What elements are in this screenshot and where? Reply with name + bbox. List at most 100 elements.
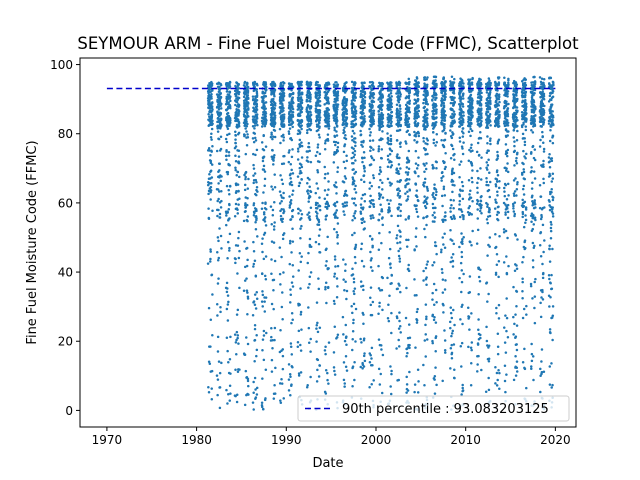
scatter-point bbox=[307, 286, 310, 289]
scatter-point bbox=[386, 198, 389, 202]
scatter-point bbox=[272, 135, 275, 138]
scatter-point bbox=[441, 236, 444, 239]
scatter-point bbox=[252, 213, 256, 217]
scatter-point bbox=[433, 216, 437, 219]
scatter-point bbox=[379, 170, 383, 173]
scatter-point bbox=[460, 393, 463, 396]
scatter-point bbox=[343, 382, 347, 385]
scatter-point bbox=[360, 178, 363, 182]
scatter-point bbox=[238, 368, 241, 371]
scatter-point bbox=[218, 162, 221, 165]
scatter-point bbox=[333, 227, 336, 231]
scatter-point bbox=[352, 277, 356, 281]
scatter-point bbox=[369, 194, 372, 198]
scatter-point bbox=[243, 133, 246, 137]
scatter-point bbox=[351, 219, 354, 222]
scatter-point bbox=[291, 107, 295, 111]
scatter-point bbox=[263, 177, 267, 181]
scatter-point bbox=[210, 398, 214, 401]
scatter-point bbox=[450, 136, 454, 140]
scatter-point bbox=[342, 160, 346, 164]
scatter-point bbox=[270, 131, 273, 134]
scatter-point bbox=[236, 308, 240, 312]
scatter-point bbox=[397, 121, 401, 124]
scatter-point bbox=[414, 171, 417, 175]
scatter-point bbox=[280, 378, 283, 381]
scatter-point bbox=[354, 141, 357, 144]
scatter-point bbox=[489, 120, 492, 123]
scatter-point bbox=[486, 135, 489, 138]
scatter-point bbox=[369, 303, 373, 307]
scatter-point bbox=[216, 188, 220, 191]
scatter-point bbox=[487, 77, 491, 80]
scatter-point bbox=[317, 234, 321, 237]
scatter-point bbox=[407, 125, 411, 128]
scatter-point bbox=[265, 331, 268, 335]
scatter-point bbox=[354, 96, 357, 100]
scatter-point bbox=[237, 342, 240, 345]
scatter-point bbox=[361, 97, 365, 101]
scatter-point bbox=[325, 92, 329, 96]
scatter-point bbox=[251, 125, 255, 128]
scatter-point bbox=[363, 220, 366, 224]
scatter-point bbox=[363, 81, 366, 85]
scatter-point bbox=[216, 282, 220, 285]
scatter-point bbox=[461, 322, 464, 326]
scatter-point bbox=[386, 158, 390, 161]
scatter-point bbox=[433, 241, 437, 244]
scatter-point bbox=[369, 163, 373, 166]
scatter-point bbox=[208, 88, 211, 91]
scatter-point bbox=[316, 150, 319, 154]
scatter-point bbox=[458, 125, 462, 128]
scatter-point bbox=[372, 158, 376, 162]
scatter-point bbox=[433, 220, 436, 223]
scatter-point bbox=[344, 365, 348, 369]
scatter-point bbox=[315, 301, 319, 304]
scatter-point bbox=[281, 354, 285, 358]
scatter-point bbox=[318, 116, 322, 119]
scatter-point bbox=[251, 95, 255, 98]
scatter-point bbox=[334, 214, 337, 218]
scatter-point bbox=[336, 233, 339, 237]
scatter-point bbox=[372, 379, 375, 382]
scatter-point bbox=[452, 242, 456, 246]
scatter-point bbox=[471, 76, 474, 80]
scatter-point bbox=[335, 192, 338, 195]
scatter-point bbox=[380, 148, 384, 151]
scatter-point bbox=[334, 181, 338, 184]
scatter-point bbox=[252, 240, 255, 244]
scatter-point bbox=[238, 175, 241, 179]
scatter-point bbox=[496, 345, 500, 348]
scatter-point bbox=[209, 260, 212, 263]
scatter-point bbox=[432, 282, 436, 286]
scatter-point bbox=[228, 384, 232, 387]
scatter-point bbox=[271, 346, 274, 350]
scatter-point bbox=[246, 219, 249, 223]
scatter-point bbox=[389, 266, 392, 270]
scatter-point bbox=[425, 317, 428, 321]
scatter-point bbox=[361, 108, 365, 112]
scatter-point bbox=[476, 208, 479, 211]
scatter-point bbox=[272, 97, 275, 101]
scatter-point bbox=[423, 227, 426, 231]
scatter-point bbox=[225, 149, 228, 152]
scatter-point bbox=[363, 120, 367, 123]
scatter-point bbox=[480, 95, 483, 99]
scatter-point bbox=[211, 293, 214, 296]
scatter-point bbox=[216, 259, 220, 262]
scatter-point bbox=[389, 392, 393, 396]
scatter-point bbox=[368, 96, 372, 100]
scatter-point bbox=[415, 210, 419, 214]
scatter-point bbox=[352, 214, 355, 218]
scatter-point bbox=[371, 300, 375, 304]
scatter-point bbox=[435, 301, 438, 304]
scatter-point bbox=[496, 352, 500, 356]
scatter-point bbox=[417, 175, 420, 178]
scatter-point bbox=[476, 200, 480, 203]
scatter-point bbox=[461, 383, 464, 387]
scatter-point bbox=[453, 217, 456, 220]
scatter-point bbox=[435, 108, 438, 111]
scatter-point bbox=[343, 385, 346, 388]
scatter-point bbox=[318, 109, 322, 112]
scatter-point bbox=[217, 108, 221, 111]
